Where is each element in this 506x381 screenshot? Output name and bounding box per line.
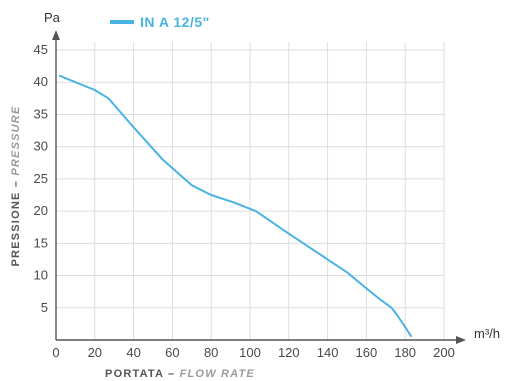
y-tick-labels: 5 10 15 20 25 30 35 40 45 (34, 42, 48, 315)
y-axis-title-main: PRESSIONE (10, 191, 22, 266)
x-axis-title-translation: FLOW RATE (180, 368, 255, 380)
grid-lines (56, 42, 445, 340)
x-axis-title-separator: – (164, 368, 180, 380)
y-tick-label: 35 (34, 106, 48, 121)
y-axis-title-translation: PRESSURE (10, 106, 22, 176)
legend-swatch (110, 20, 134, 24)
x-axis-title: PORTATA – FLOW RATE (105, 368, 255, 380)
y-tick-label: 5 (41, 300, 48, 315)
x-tick-label: 100 (239, 345, 261, 360)
y-tick-label: 20 (34, 203, 48, 218)
y-tick-label: 15 (34, 235, 48, 250)
x-axis-title-main: PORTATA (105, 368, 164, 380)
x-tick-label: 160 (356, 345, 378, 360)
y-axis-unit: Pa (44, 10, 61, 25)
y-tick-label: 30 (34, 139, 48, 154)
x-axis-arrow (456, 336, 466, 344)
x-tick-labels: 0 20 40 60 80 100 120 140 160 180 200 (52, 345, 454, 360)
series-lines (58, 74, 412, 338)
y-tick-label: 10 (34, 268, 48, 283)
x-tick-label: 80 (204, 345, 218, 360)
y-axis-title-separator: – (10, 176, 22, 192)
axes (52, 30, 466, 344)
y-tick-label: 25 (34, 171, 48, 186)
y-axis-arrow (52, 30, 60, 40)
x-tick-label: 60 (165, 345, 179, 360)
x-tick-label: 40 (126, 345, 140, 360)
x-tick-label: 120 (278, 345, 300, 360)
y-tick-label: 45 (34, 42, 48, 57)
y-tick-label: 40 (34, 74, 48, 89)
x-tick-label: 200 (433, 345, 455, 360)
legend: IN A 12/5" (110, 14, 210, 30)
y-axis-title: PRESSIONE – PRESSURE (10, 106, 22, 267)
x-tick-label: 20 (88, 345, 102, 360)
series-line (58, 74, 412, 338)
x-axis-unit: m³/h (474, 326, 500, 341)
x-tick-label: 0 (52, 345, 59, 360)
x-tick-label: 140 (317, 345, 339, 360)
legend-label: IN A 12/5" (140, 14, 210, 30)
x-tick-label: 180 (394, 345, 416, 360)
